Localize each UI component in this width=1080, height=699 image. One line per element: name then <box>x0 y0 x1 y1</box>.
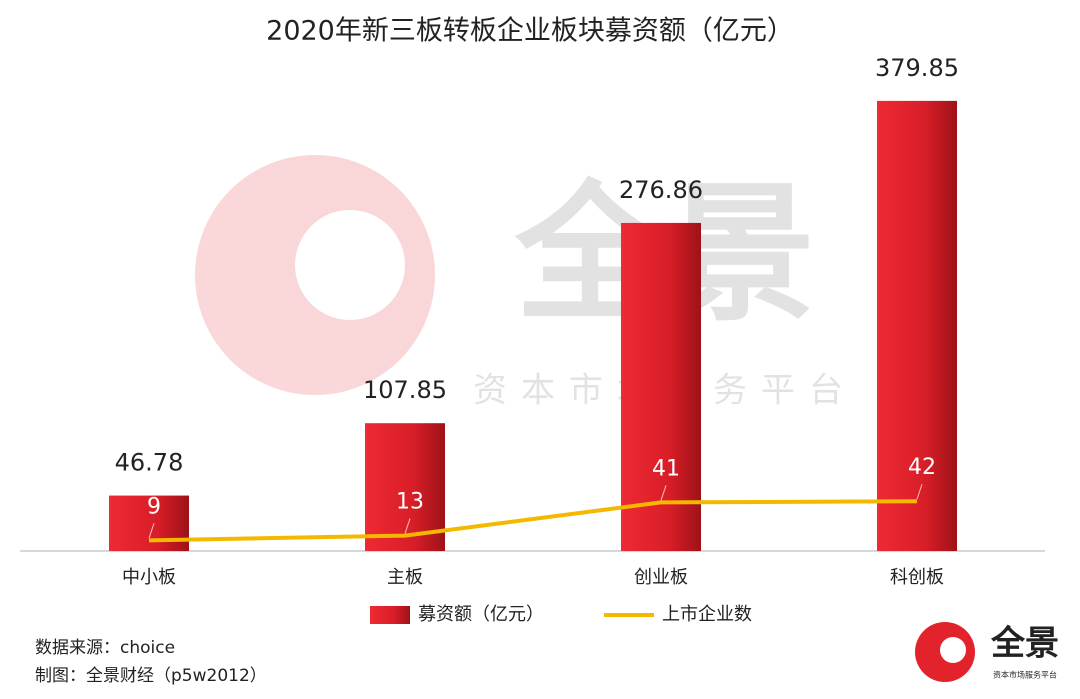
leader-line <box>148 523 155 539</box>
bar-value-label: 107.85 <box>363 376 447 404</box>
line <box>148 499 918 543</box>
leader-line <box>404 518 411 534</box>
legend-label: 募资额（亿元） <box>418 604 544 625</box>
line-value-label: 41 <box>652 456 680 481</box>
line-value-label: 42 <box>908 455 936 480</box>
bar <box>365 423 445 551</box>
x-tick-label: 主板 <box>387 567 423 588</box>
chart-title: 2020年新三板转板企业板块募资额（亿元） <box>266 16 794 47</box>
bar-value-label: 379.85 <box>875 54 959 82</box>
bar-value-label: 276.86 <box>619 176 703 204</box>
x-tick-label: 中小板 <box>122 567 176 588</box>
bar <box>621 222 701 551</box>
source: 数据来源：choice <box>35 638 175 658</box>
watermark-logo <box>195 155 435 395</box>
line-value-label: 13 <box>396 490 424 515</box>
bar <box>877 100 957 551</box>
bar-value-label: 46.78 <box>115 449 184 477</box>
logo-slogan: 资本市场服务平台 <box>993 670 1057 680</box>
logo-brand: 全景 <box>990 624 1059 664</box>
leader-line <box>660 485 667 501</box>
x-tick-label: 科创板 <box>890 567 944 588</box>
logo: 全景 资本市场服务平台 <box>915 622 1059 682</box>
watermark: 全景 资本市场服务平台 <box>195 155 843 411</box>
credit: 制图：全景财经（p5w2012） <box>35 666 267 686</box>
line-value-label: 9 <box>147 494 161 519</box>
legend-label: 上市企业数 <box>662 604 752 625</box>
logo-mark <box>940 637 966 663</box>
leader-line <box>916 484 923 500</box>
legend-swatch <box>370 606 410 624</box>
legend: 募资额（亿元） 上市企业数 <box>370 604 752 625</box>
watermark-logo <box>295 210 405 320</box>
x-tick-label: 创业板 <box>634 567 688 588</box>
